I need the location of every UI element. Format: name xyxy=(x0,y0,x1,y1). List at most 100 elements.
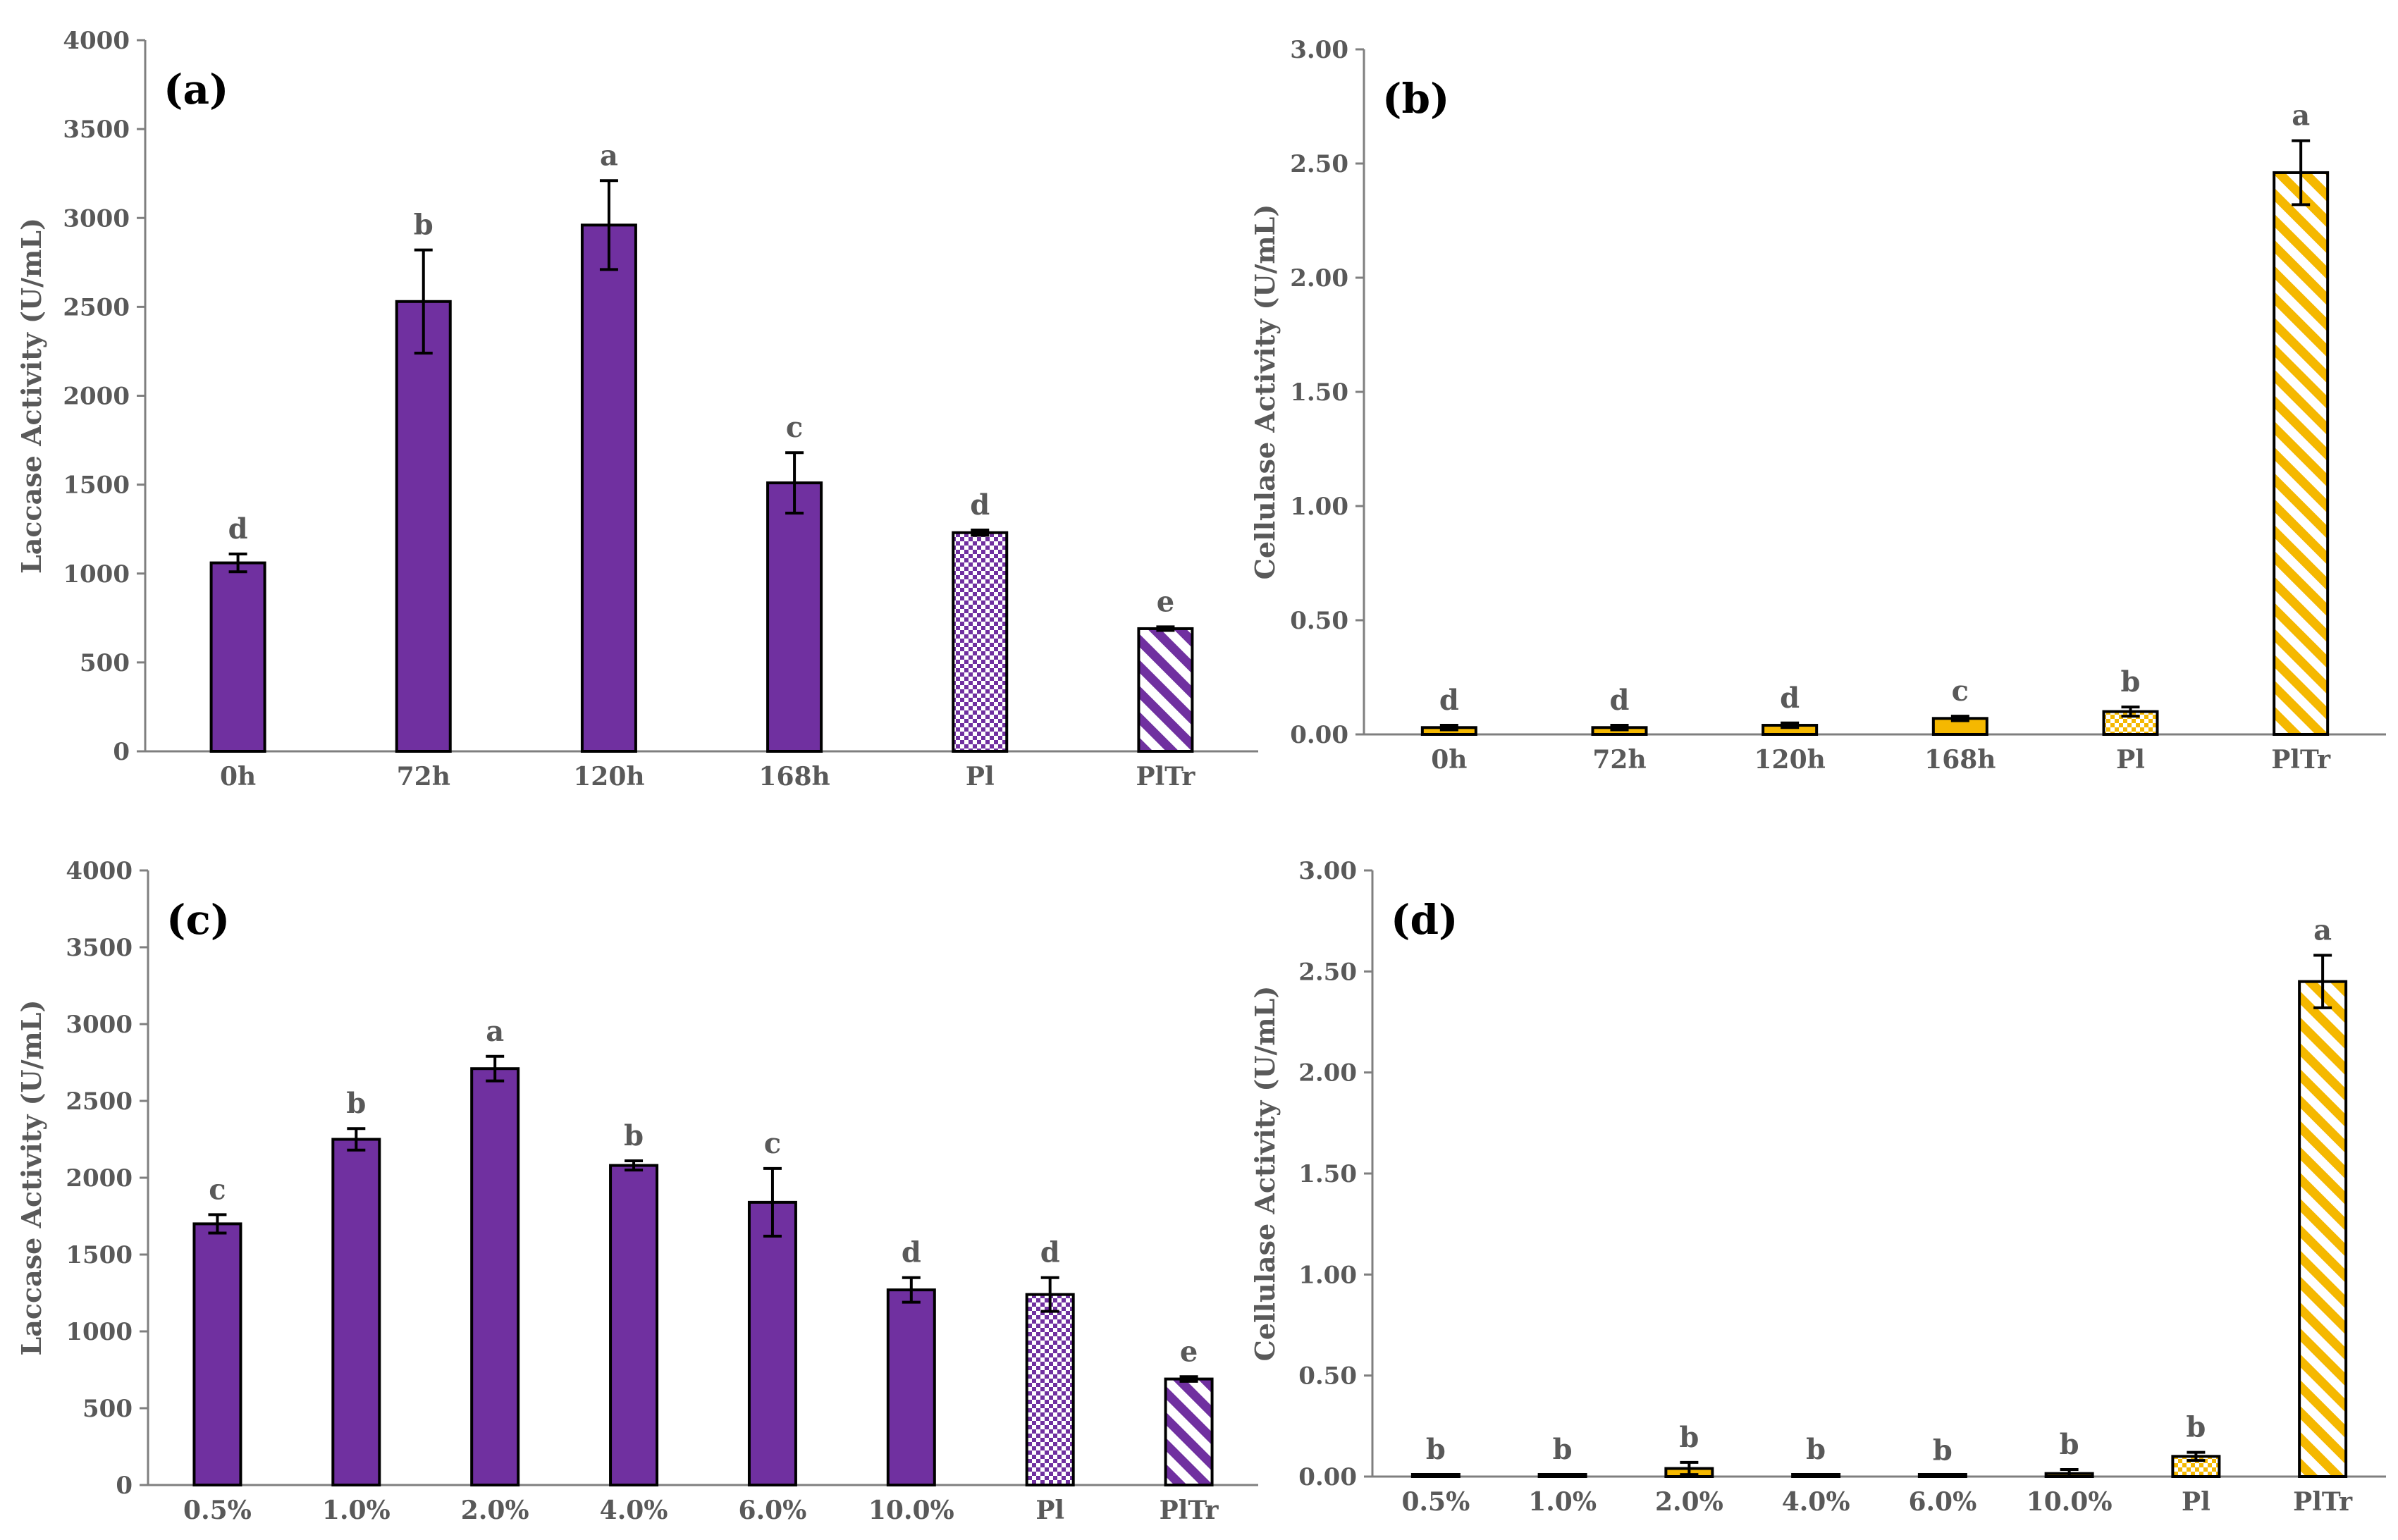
x-tick-label: Pl xyxy=(1035,1496,1064,1525)
y-tick-label: 2.50 xyxy=(1298,958,1357,986)
significance-letter: b xyxy=(1426,1433,1446,1466)
significance-letter: d xyxy=(1439,684,1459,717)
y-tick-label: 4000 xyxy=(66,857,133,885)
chart-panel-a: 0 500 1000 1500 2000 2500 3000 3500 4000 Laccase … xyxy=(16,27,1258,791)
y-axis-label: Cellulase Activity (U/mL) xyxy=(1249,986,1281,1362)
bar-0.5% xyxy=(192,1222,242,1487)
y-tick-label: 0.50 xyxy=(1298,1362,1357,1391)
y-tick-label: 1.50 xyxy=(1290,378,1348,407)
error-bar-0.5% xyxy=(1426,1473,1445,1478)
chart-panel-b: 0.00 0.50 1.00 1.50 2.00 2.50 3.00 Cellulase Ac… xyxy=(1249,36,2386,775)
y-tick-label: 1000 xyxy=(63,560,130,589)
significance-letter: b xyxy=(2060,1428,2079,1461)
x-tick-label: 6.0% xyxy=(739,1496,807,1525)
significance-letter: d xyxy=(970,488,990,522)
x-tick-label: PlTr xyxy=(2293,1487,2353,1517)
bar-0h xyxy=(209,561,266,753)
error-bar-6.0% xyxy=(763,1166,782,1238)
error-bar-120h xyxy=(599,179,618,271)
error-bar-1.0% xyxy=(347,1127,366,1152)
y-tick-label: 0.00 xyxy=(1290,721,1348,749)
significance-letter: b xyxy=(1679,1421,1699,1454)
significance-letter: a xyxy=(600,139,618,172)
x-tick-label: 72h xyxy=(1592,745,1646,775)
significance-letter: c xyxy=(786,411,803,444)
significance-letter: b xyxy=(1933,1434,1953,1467)
significance-letter: b xyxy=(1806,1433,1826,1466)
significance-letter: b xyxy=(1553,1433,1573,1466)
x-tick-label: PlTr xyxy=(1136,762,1195,791)
error-bar-72h xyxy=(1610,724,1629,732)
y-tick-label: 3000 xyxy=(63,204,130,233)
y-tick-label: 2000 xyxy=(63,383,130,411)
significance-letter: e xyxy=(1180,1335,1198,1368)
error-bar-168h xyxy=(1950,715,1969,722)
y-tick-label: 0.50 xyxy=(1290,607,1348,635)
y-tick-label: 0 xyxy=(116,1472,133,1500)
chart-panel-d: 0.00 0.50 1.00 1.50 2.00 2.50 3.00 Cellulase Ac… xyxy=(1249,857,2386,1517)
significance-letter: b xyxy=(346,1087,366,1120)
panel-label: (a) xyxy=(164,66,228,113)
panel-label: (b) xyxy=(1382,75,1449,123)
y-tick-label: 0.00 xyxy=(1298,1463,1357,1491)
significance-letter: a xyxy=(2313,913,2332,947)
significance-letter: d xyxy=(1780,682,1800,715)
error-bar-2.0% xyxy=(1680,1460,1699,1477)
bar-Pl xyxy=(2171,1455,2221,1478)
error-bar-Pl xyxy=(2187,1450,2206,1462)
y-tick-label: 1000 xyxy=(66,1318,133,1346)
error-bar-0h xyxy=(1439,724,1458,732)
bar-4.0% xyxy=(609,1164,659,1487)
significance-letter: b xyxy=(414,209,434,242)
error-bar-10.0% xyxy=(902,1276,921,1304)
error-bar-10.0% xyxy=(2060,1467,2079,1478)
error-bar-Pl xyxy=(1040,1276,1059,1313)
y-tick-label: 1500 xyxy=(63,472,130,500)
x-tick-label: PlTr xyxy=(2271,745,2331,775)
x-tick-label: 1.0% xyxy=(1528,1487,1597,1517)
bar-6.0% xyxy=(747,1200,797,1486)
error-bar-PlTr xyxy=(2292,139,2311,207)
error-bar-4.0% xyxy=(625,1159,644,1172)
error-bar-PlTr xyxy=(2313,954,2332,1009)
error-bar-PlTr xyxy=(1156,625,1175,632)
x-tick-label: 2.0% xyxy=(461,1496,529,1525)
bar-PlTr xyxy=(1164,1377,1214,1486)
bar-2.0% xyxy=(470,1067,520,1486)
significance-letter: e xyxy=(1157,585,1174,618)
bar-Pl xyxy=(1025,1293,1075,1487)
y-axis-label: Laccase Activity (U/mL) xyxy=(16,218,47,574)
y-tick-label: 4000 xyxy=(63,27,130,55)
bar-PlTr xyxy=(1137,627,1194,753)
significance-letter: b xyxy=(2186,1411,2206,1444)
significance-letter: b xyxy=(2121,665,2141,698)
x-tick-label: 10.0% xyxy=(868,1496,954,1525)
panel-label: (c) xyxy=(166,896,230,944)
error-bar-4.0% xyxy=(1807,1473,1826,1478)
y-tick-label: 500 xyxy=(80,649,130,677)
x-tick-label: 0h xyxy=(220,762,256,791)
y-tick-label: 2500 xyxy=(66,1088,133,1116)
x-tick-label: 72h xyxy=(397,762,450,791)
significance-letter: a xyxy=(2292,99,2310,133)
error-bar-1.0% xyxy=(1553,1473,1572,1478)
y-tick-label: 3.00 xyxy=(1290,36,1348,64)
significance-letter: c xyxy=(209,1173,226,1206)
x-tick-label: 2.0% xyxy=(1655,1487,1723,1517)
x-tick-label: 10.0% xyxy=(2027,1487,2113,1517)
x-tick-label: 0.5% xyxy=(183,1496,252,1525)
error-bar-6.0% xyxy=(1933,1474,1952,1478)
significance-letter: d xyxy=(1610,684,1630,717)
y-tick-label: 1.00 xyxy=(1290,493,1348,521)
significance-letter: d xyxy=(1040,1236,1060,1269)
x-tick-label: PlTr xyxy=(1160,1496,1219,1525)
bar-PlTr xyxy=(2298,980,2348,1478)
bar-10.0% xyxy=(886,1288,936,1486)
x-tick-label: 1.0% xyxy=(322,1496,391,1525)
error-bar-PlTr xyxy=(1179,1375,1198,1383)
x-tick-label: 6.0% xyxy=(1908,1487,1976,1517)
bar-168h xyxy=(766,481,823,753)
x-tick-label: 4.0% xyxy=(600,1496,668,1525)
